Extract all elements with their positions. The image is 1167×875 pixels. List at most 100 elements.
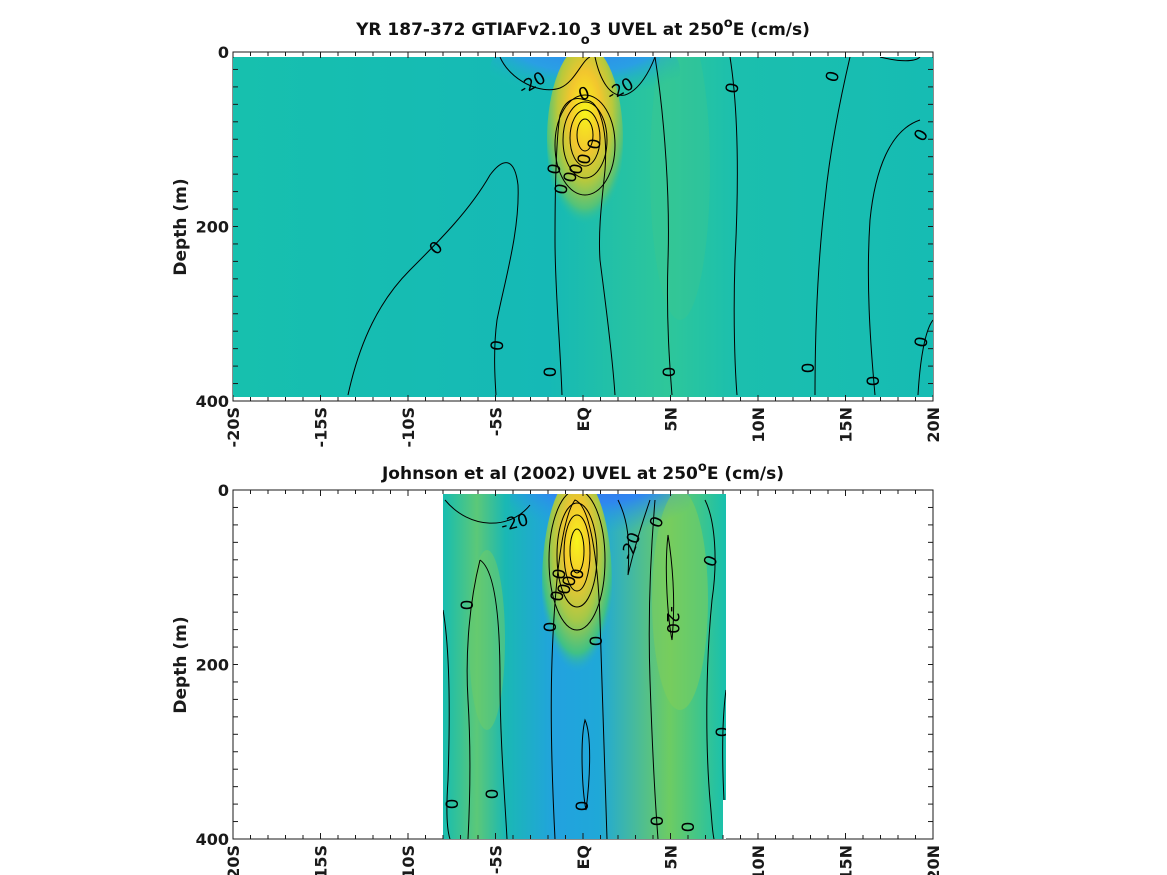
x-tick-label: -20S [224, 407, 243, 447]
contour-label: 0 [544, 162, 566, 176]
panel-top-contour-zero-edge [917, 319, 933, 396]
panel-bottom-contour-euc-2 [556, 502, 598, 608]
panel-bottom-n-band [652, 494, 708, 710]
x-tick-label: 5N [662, 407, 681, 432]
y-tick-label: 0 [218, 481, 229, 500]
contour-label: -20 [662, 606, 682, 634]
panel-bottom-contour-labels: -20 -20 -20 0 0 0 0 0 0 0 0 0 0 0 0 0 0 … [443, 510, 733, 833]
contour-label: 0 [443, 799, 463, 810]
y-tick-label: 0 [218, 43, 229, 62]
contour-label: 0 [584, 137, 606, 151]
panel-bottom-contour-zero-edge [722, 689, 726, 801]
contour-label: 0 [541, 622, 561, 633]
contour-label: 0 [713, 727, 733, 738]
x-tick-label: 20N [924, 845, 943, 875]
x-tick-label: 15N [837, 407, 856, 443]
panel-top-contour-euc-3 [569, 109, 601, 167]
panel-top-contour-zero-7n [729, 57, 738, 396]
y-tick-label: 400 [196, 830, 229, 849]
x-tick-label: -20S [224, 845, 243, 875]
panel-bottom-mask [723, 800, 726, 839]
panel-bottom-contour-zero-7n [704, 499, 716, 839]
panel-top-contour-zero-17n [867, 119, 921, 396]
panel-top-contour-neg20-west [499, 57, 591, 91]
contour-label: 0 [458, 600, 478, 611]
panel-top-contour-zero-topright [879, 57, 921, 62]
panel-bottom-title: Johnson et al (2002) UVEL at 250oE (cm/s… [381, 460, 784, 484]
contour-label: 0 [541, 367, 561, 378]
panel-bottom-ylabel: Depth (m) [171, 616, 191, 713]
panel-top-axes: -20S -15S -10S -5S EQ 5N 10N 15N 20N 0 200 400 [196, 43, 943, 447]
x-tick-label: 5N [662, 845, 681, 870]
contour-label: 0 [822, 69, 844, 85]
x-tick-label: 10N [749, 845, 768, 875]
y-tick-label: 200 [196, 656, 229, 675]
contour-label: 0 [560, 170, 582, 184]
contour-label: 0 [573, 801, 593, 812]
contour-label: 0 [587, 636, 607, 647]
contour-label: 0 [722, 81, 744, 95]
panel-bottom-contour-euc-4 [569, 528, 585, 574]
panel-top-euc-region [547, 57, 623, 235]
panel-top-contour-zero-5n [654, 57, 673, 396]
x-tick-label: EQ [574, 407, 593, 432]
y-tick-label: 200 [196, 218, 229, 237]
x-tick-label: -5S [487, 845, 506, 874]
panel-bottom-contours [443, 494, 726, 839]
panel-bottom-contour-euc-1 [548, 494, 606, 631]
panel-bottom-contour-zero-west-edge [443, 609, 451, 839]
x-tick-label: -15S [312, 845, 331, 875]
panel-top-contour-euc-2 [562, 101, 608, 179]
contour-label: 0 [567, 567, 589, 581]
contour-label: 0 [483, 789, 503, 800]
panel-bottom-contour-euc-3 [563, 514, 591, 592]
contour-label: 0 [679, 822, 699, 833]
contour-label: 0 [660, 367, 680, 378]
y-tick-label: 400 [196, 392, 229, 411]
panel-bottom-axes: -20S -15S -10S -5S EQ 5N 10N 15N 20N 0 200 400 [196, 481, 943, 875]
x-tick-label: -10S [399, 407, 418, 447]
panel-bottom-contour-neg20-east [617, 499, 651, 576]
panel-top-contour-neg20-east [594, 57, 656, 96]
panel-bottom-s-band [469, 550, 505, 730]
panel-bottom: Johnson et al (2002) UVEL at 250oE (cm/s… [171, 460, 943, 875]
panel-top-contour-euc-4 [576, 118, 594, 152]
x-tick-label: 20N [924, 407, 943, 443]
panel-bottom-contour-neg20-5n [665, 534, 675, 641]
contour-label: 0 [648, 816, 668, 827]
x-tick-label: -15S [312, 407, 331, 447]
contour-label: 0 [554, 582, 576, 596]
panel-bottom-contour-zero-closed [581, 718, 591, 811]
panel-bottom-contour-zero-5n [648, 499, 659, 839]
panel-top-n-band [650, 57, 710, 320]
contour-label: 0 [911, 335, 933, 349]
x-tick-label: 10N [749, 407, 768, 443]
panel-bottom-contour-zero-5s-w [466, 559, 481, 839]
panel-top-contours [347, 57, 933, 396]
panel-top-contour-zero-13n [814, 57, 851, 396]
contour-label: 0 [559, 574, 581, 588]
panel-top-ylabel: Depth (m) [171, 178, 191, 275]
contour-label: 0 [566, 162, 588, 176]
contour-label: 0 [488, 339, 509, 352]
contour-label: 0 [864, 376, 884, 387]
x-tick-label: EQ [574, 845, 593, 870]
panel-bottom-contour-neg20-west [444, 499, 531, 524]
contour-label: 0 [574, 152, 596, 166]
panel-top-contour-zero-south [554, 98, 586, 396]
x-tick-label: -5S [487, 407, 506, 436]
panel-bottom-field: -20 -20 -20 0 0 0 0 0 0 0 0 0 0 0 0 0 0 … [443, 494, 733, 839]
panel-top-title: YR 187-372 GTIAFv2.10o3 UVEL at 250oE (c… [355, 16, 810, 48]
x-tick-label: 15N [837, 845, 856, 875]
contour-label: 0 [547, 589, 569, 603]
panel-top-field: -20 0 -20 0 0 0 0 0 0 0 0 0 0 0 0 0 0 0 … [233, 57, 933, 397]
contour-label: 0 [549, 567, 571, 581]
contour-label: 0 [551, 182, 573, 196]
contour-label: 0 [799, 363, 819, 374]
panel-top-contour-euc-1 [554, 94, 616, 196]
panel-bottom-contour-zero-center [550, 499, 608, 839]
x-tick-label: -10S [399, 845, 418, 875]
panel-bottom-contour-zero-5s-e [479, 559, 508, 839]
panel-bottom-euc-region [542, 494, 612, 695]
